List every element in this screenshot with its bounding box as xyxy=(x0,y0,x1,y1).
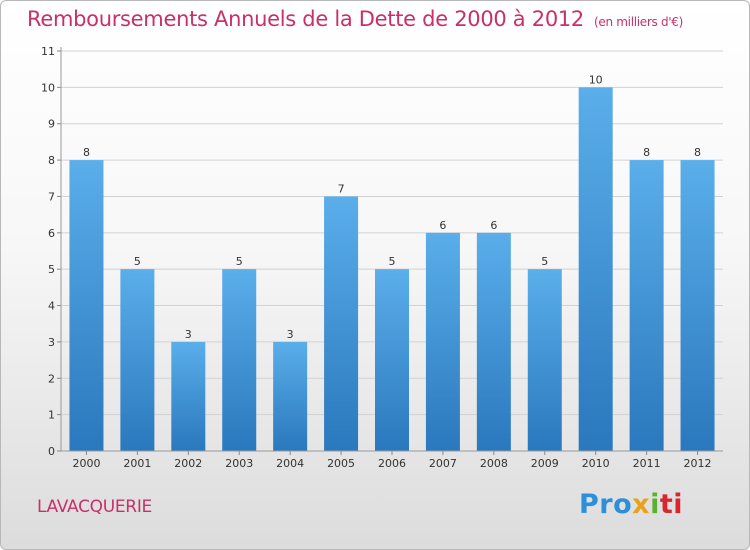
bar xyxy=(527,269,562,451)
y-tick-label: 4 xyxy=(48,300,55,313)
axes xyxy=(60,47,723,452)
bar xyxy=(629,160,664,451)
bar xyxy=(120,269,155,451)
value-label: 6 xyxy=(490,219,497,232)
value-label: 6 xyxy=(439,219,446,232)
value-label: 8 xyxy=(643,146,650,159)
bar xyxy=(324,196,359,451)
y-tick-label: 10 xyxy=(41,81,55,94)
y-tick-label: 3 xyxy=(48,336,55,349)
x-tick-label: 2011 xyxy=(633,457,661,470)
value-label: 3 xyxy=(185,328,192,341)
value-label: 5 xyxy=(134,255,141,268)
bar xyxy=(375,269,409,451)
bar xyxy=(578,87,613,451)
x-tick-label: 2002 xyxy=(174,457,202,470)
x-tick-label: 2012 xyxy=(684,457,712,470)
chart-title-text: Remboursements Annuels de la Dette de 20… xyxy=(27,7,584,31)
town-name: LAVACQUERIE xyxy=(37,497,152,517)
y-axis-ticks: 0 1 2 3 4 5 6 7 8 9 10 11 xyxy=(41,45,61,458)
logo-part-1: Pro xyxy=(579,489,633,520)
value-label: 3 xyxy=(287,328,294,341)
value-label: 7 xyxy=(338,182,345,195)
x-tick-label: 2000 xyxy=(72,457,100,470)
x-tick-label: 2001 xyxy=(123,457,151,470)
bar xyxy=(425,232,460,451)
logo-part-2: x xyxy=(632,489,651,520)
value-labels: 8 5 3 5 3 7 5 6 6 5 10 8 8 xyxy=(83,73,701,341)
x-tick-label: 2009 xyxy=(531,457,559,470)
x-tick-label: 2007 xyxy=(429,457,457,470)
bar xyxy=(273,341,308,451)
y-tick-label: 1 xyxy=(48,409,55,422)
y-tick-label: 5 xyxy=(48,263,55,276)
x-tick-label: 2003 xyxy=(225,457,253,470)
y-tick-label: 11 xyxy=(41,45,55,58)
proxiti-logo[interactable]: Proxiti xyxy=(579,489,683,520)
y-tick-label: 7 xyxy=(48,190,55,203)
y-tick-label: 6 xyxy=(48,227,55,240)
y-tick-label: 0 xyxy=(48,445,55,458)
value-label: 5 xyxy=(389,255,396,268)
logo-part-4: ti xyxy=(659,489,684,520)
bar xyxy=(171,341,206,451)
bar xyxy=(476,232,511,451)
x-tick-label: 2004 xyxy=(276,457,304,470)
value-label: 8 xyxy=(694,146,701,159)
bar xyxy=(69,160,104,451)
bar xyxy=(680,160,715,451)
value-label: 5 xyxy=(236,255,243,268)
y-tick-label: 9 xyxy=(48,118,55,131)
chart-subtitle: (en milliers d'€) xyxy=(594,15,684,29)
x-tick-label: 2006 xyxy=(378,457,406,470)
x-tick-label: 2005 xyxy=(327,457,355,470)
x-tick-label: 2008 xyxy=(480,457,508,470)
bar xyxy=(222,269,257,451)
value-label: 10 xyxy=(589,73,603,86)
y-tick-label: 8 xyxy=(48,154,55,167)
logo-part-3: i xyxy=(650,489,660,520)
chart-title: Remboursements Annuels de la Dette de 20… xyxy=(27,7,683,31)
value-label: 5 xyxy=(541,255,548,268)
value-label: 8 xyxy=(83,146,90,159)
x-axis-ticks: 2000 2001 2002 2003 2004 2005 2006 2007 2008 2009… xyxy=(72,451,712,470)
y-tick-label: 2 xyxy=(48,372,55,385)
bars xyxy=(69,87,715,451)
x-tick-label: 2010 xyxy=(582,457,610,470)
